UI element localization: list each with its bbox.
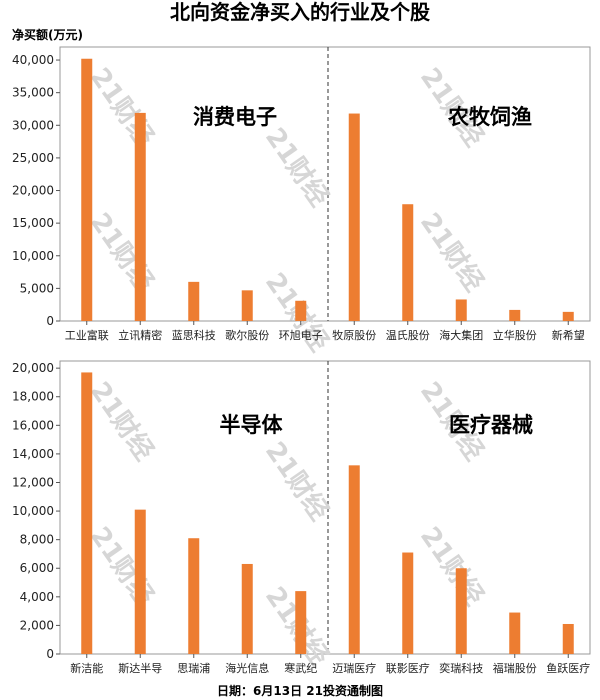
chart-title: 北向资金净买入的行业及个股 <box>170 0 430 24</box>
y-tick-label: 5,000 <box>20 281 54 295</box>
group-label: 消费电子 <box>193 105 277 129</box>
x-tick-label: 海大集团 <box>439 328 483 342</box>
x-tick-label: 立华股份 <box>493 328 537 342</box>
watermark: 21财经 <box>84 521 160 611</box>
bar <box>348 465 360 654</box>
bar <box>402 552 414 654</box>
bar <box>455 568 467 654</box>
plot-frame <box>59 360 591 655</box>
bar <box>509 309 521 321</box>
bar <box>134 509 146 654</box>
bar <box>134 112 146 321</box>
x-tick-label: 蓝思科技 <box>172 328 216 342</box>
x-tick-label: 新希望 <box>552 328 585 342</box>
y-tick-label: 20,000 <box>12 184 54 198</box>
y-axis-unit-label: 净买额(万元) <box>12 28 83 42</box>
y-tick-label: 10,000 <box>12 249 54 263</box>
footer-caption: 日期：6月13日 21投资通制图 <box>217 684 383 698</box>
y-tick-label: 2,000 <box>20 618 54 632</box>
group-label: 医疗器械 <box>449 413 533 437</box>
watermark: 21财经 <box>414 521 490 611</box>
watermark: 21财经 <box>414 207 490 297</box>
watermark: 21财经 <box>259 122 335 212</box>
x-tick-label: 工业富联 <box>65 328 109 342</box>
y-tick-label: 16,000 <box>12 418 54 432</box>
x-tick-label: 牧原股份 <box>332 328 376 342</box>
x-tick-label: 歌尔股份 <box>225 328 269 342</box>
bar <box>348 113 360 322</box>
bar <box>455 299 467 321</box>
x-tick-label: 海光信息 <box>225 661 269 675</box>
x-tick-label: 鱼跃医疗 <box>546 661 590 675</box>
x-tick-label: 寒武纪 <box>284 661 317 675</box>
y-tick-label: 20,000 <box>12 361 54 375</box>
bar <box>241 563 253 654</box>
bar <box>509 612 521 654</box>
group-label: 半导体 <box>220 413 284 437</box>
x-tick-label: 思瑞浦 <box>177 661 210 675</box>
y-tick-label: 12,000 <box>12 475 54 489</box>
x-tick-label: 环旭电子 <box>279 328 323 342</box>
bar <box>81 372 93 654</box>
y-tick-label: 0 <box>46 647 54 661</box>
x-tick-label: 新洁能 <box>70 661 103 675</box>
group-label: 农牧饲渔 <box>447 105 532 129</box>
y-tick-label: 40,000 <box>12 53 54 67</box>
x-tick-label: 立讯精密 <box>118 328 162 342</box>
watermark: 21财经 <box>259 436 335 526</box>
y-tick-label: 6,000 <box>20 561 54 575</box>
x-tick-label: 斯达半导 <box>118 661 162 675</box>
y-tick-label: 4,000 <box>20 590 54 604</box>
watermark: 21财经 <box>84 376 160 466</box>
y-tick-label: 14,000 <box>12 447 54 461</box>
bar <box>562 623 574 654</box>
bar <box>295 300 307 321</box>
y-tick-label: 35,000 <box>12 86 54 100</box>
bar <box>241 290 253 321</box>
bar <box>81 58 93 321</box>
y-tick-label: 25,000 <box>12 151 54 165</box>
bar <box>402 204 414 321</box>
y-tick-label: 0 <box>46 314 54 328</box>
x-tick-label: 迈瑞医疗 <box>332 661 376 675</box>
watermark: 21财经 <box>84 62 160 152</box>
x-tick-label: 联影医疗 <box>386 661 430 675</box>
x-tick-label: 福瑞股份 <box>493 661 537 675</box>
y-tick-label: 18,000 <box>12 390 54 404</box>
x-tick-label: 奕瑞科技 <box>439 661 483 675</box>
bar <box>188 281 200 321</box>
y-tick-label: 10,000 <box>12 504 54 518</box>
plot-frame <box>59 46 591 322</box>
y-tick-label: 30,000 <box>12 118 54 132</box>
x-tick-label: 温氏股份 <box>386 329 430 342</box>
watermark: 21财经 <box>84 207 160 297</box>
bar <box>562 311 574 321</box>
bar <box>295 591 307 654</box>
y-tick-label: 8,000 <box>20 533 54 547</box>
bar <box>188 538 200 654</box>
y-tick-label: 15,000 <box>12 216 54 230</box>
